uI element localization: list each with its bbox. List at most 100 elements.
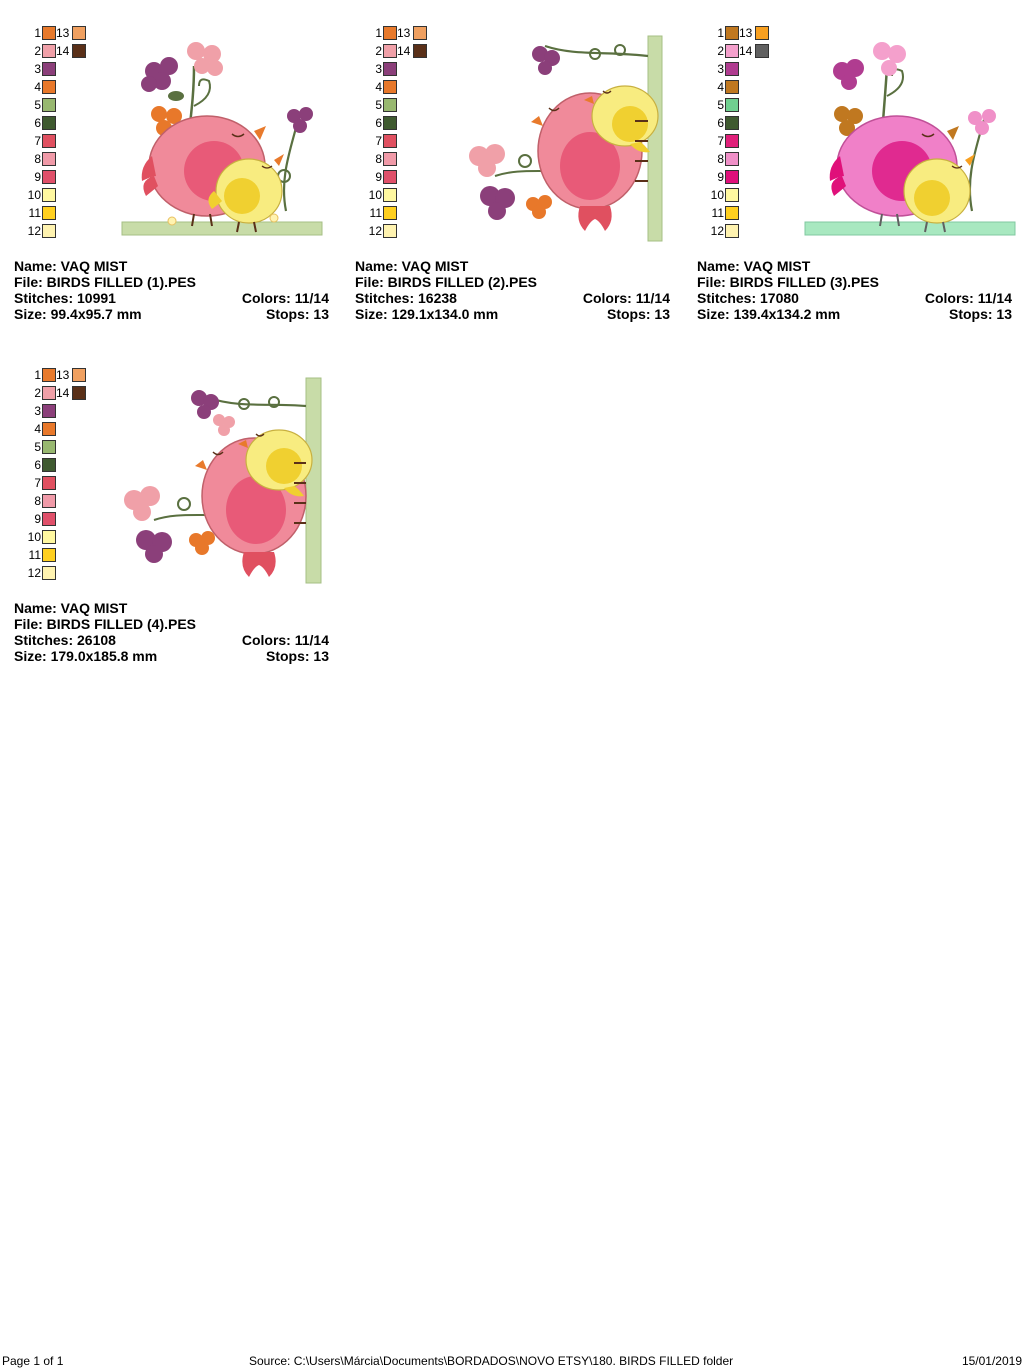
swatch-color (72, 26, 86, 40)
design-file: File: BIRDS FILLED (1).PES (14, 274, 197, 290)
yellow-bird (584, 85, 659, 153)
swatch-number: 8 (34, 152, 41, 166)
swatch-color (383, 26, 397, 40)
color-swatch-row: 1 13 (697, 26, 769, 40)
design-info: Name: VAQ MIST File: BIRDS FILLED (3).PE… (697, 258, 1012, 322)
swatch-color (42, 206, 56, 220)
design-name: Name: VAQ MIST (355, 258, 469, 274)
swatch-color (725, 80, 739, 94)
swatch-number: 5 (34, 98, 41, 112)
color-swatch-row: 7 (14, 476, 84, 490)
design-name: Name: VAQ MIST (14, 258, 128, 274)
swatch-color (42, 494, 56, 508)
color-swatch-row: 6 (14, 116, 84, 130)
color-swatch-row: 2 14 (355, 44, 427, 58)
swatch-number: 3 (34, 404, 41, 418)
color-swatch-row: 12 (14, 566, 84, 580)
color-swatch-list: 1 13 2 14 3 4 5 6 7 8 9 10 11 12 (14, 26, 86, 246)
swatch-number: 6 (34, 458, 41, 472)
swatch-color (725, 116, 739, 130)
swatch-color (42, 422, 56, 436)
color-swatch-row: 5 (355, 98, 425, 112)
swatch-number: 9 (34, 170, 41, 184)
color-swatch-list: 1 13 2 14 3 4 5 6 7 8 9 10 11 12 (14, 368, 86, 588)
swatch-number: 6 (375, 116, 382, 130)
swatch-number: 11 (711, 206, 724, 220)
swatch-number: 4 (717, 80, 724, 94)
swatch-number: 4 (34, 80, 41, 94)
swatch-color (42, 188, 56, 202)
swatch-color (383, 80, 397, 94)
color-swatch-row: 4 (355, 80, 425, 94)
swatch-number: 2 (375, 44, 382, 58)
color-swatch-row: 8 (14, 494, 84, 508)
swatch-number: 7 (34, 134, 41, 148)
swatch-color (413, 26, 427, 40)
swatch-color (42, 458, 56, 472)
color-swatch-row: 8 (14, 152, 84, 166)
flower-pink-small (213, 414, 235, 436)
swatch-color (383, 152, 397, 166)
swatch-number: 14 (397, 44, 411, 58)
flower-purple (141, 57, 178, 92)
color-swatch-row: 1 13 (355, 26, 427, 40)
swatch-number: 10 (368, 188, 382, 202)
swatch-color (42, 548, 56, 562)
swatch-number: 12 (710, 224, 724, 238)
swatch-number: 7 (375, 134, 382, 148)
swatch-color (42, 404, 56, 418)
swatch-color (755, 44, 769, 58)
design-info: Name: VAQ MIST File: BIRDS FILLED (4).PE… (14, 600, 329, 664)
color-swatch-row: 7 (355, 134, 425, 148)
swatch-color (413, 44, 427, 58)
swatch-number: 8 (717, 152, 724, 166)
swatch-color (42, 80, 56, 94)
color-swatch-row: 4 (14, 80, 84, 94)
swatch-color (42, 98, 56, 112)
color-swatch-row: 12 (697, 224, 767, 238)
page-number: Page 1 of 1 (2, 1354, 64, 1368)
design-card-4: 1 13 2 14 3 4 5 6 7 8 9 10 11 12 (14, 368, 344, 693)
swatch-color (383, 188, 397, 202)
color-swatch-row: 9 (355, 170, 425, 184)
color-swatch-row: 9 (14, 170, 84, 184)
swatch-number: 4 (34, 422, 41, 436)
swatch-number: 11 (28, 206, 41, 220)
design-stops: Stops: 13 (265, 306, 329, 322)
swatch-number: 1 (717, 26, 724, 40)
color-swatch-row: 11 (14, 206, 84, 220)
color-swatch-row: 12 (14, 224, 84, 238)
swatch-color (725, 44, 739, 58)
color-swatch-row: 10 (355, 188, 425, 202)
design-file: File: BIRDS FILLED (3).PES (697, 274, 880, 290)
yellow-bird (238, 429, 313, 497)
flower-small-pink (968, 109, 996, 135)
swatch-color (72, 368, 86, 382)
swatch-color (42, 134, 56, 148)
swatch-number: 11 (28, 548, 41, 562)
swatch-color (72, 44, 86, 58)
color-swatch-row: 11 (355, 206, 425, 220)
swatch-number: 5 (34, 440, 41, 454)
ground-strip (804, 221, 1016, 236)
design-stitches: Stitches: 26108 (14, 632, 116, 648)
swatch-color (725, 224, 739, 238)
swatch-number: 10 (710, 188, 724, 202)
color-swatch-row: 7 (14, 134, 84, 148)
swatch-number: 11 (369, 206, 382, 220)
flower-pink (873, 42, 906, 76)
swatch-color (725, 98, 739, 112)
swatch-number: 13 (56, 368, 70, 382)
swatch-number: 2 (34, 386, 41, 400)
design-stitches: Stitches: 17080 (697, 290, 799, 306)
design-name: Name: VAQ MIST (14, 600, 128, 616)
swatch-color (42, 476, 56, 490)
swatch-number: 9 (717, 170, 724, 184)
swatch-color (383, 170, 397, 184)
swatch-color (42, 512, 56, 526)
swatch-color (383, 44, 397, 58)
color-swatch-row: 5 (14, 440, 84, 454)
color-swatch-row: 9 (697, 170, 767, 184)
swatch-color (725, 26, 739, 40)
color-swatch-row: 5 (697, 98, 767, 112)
